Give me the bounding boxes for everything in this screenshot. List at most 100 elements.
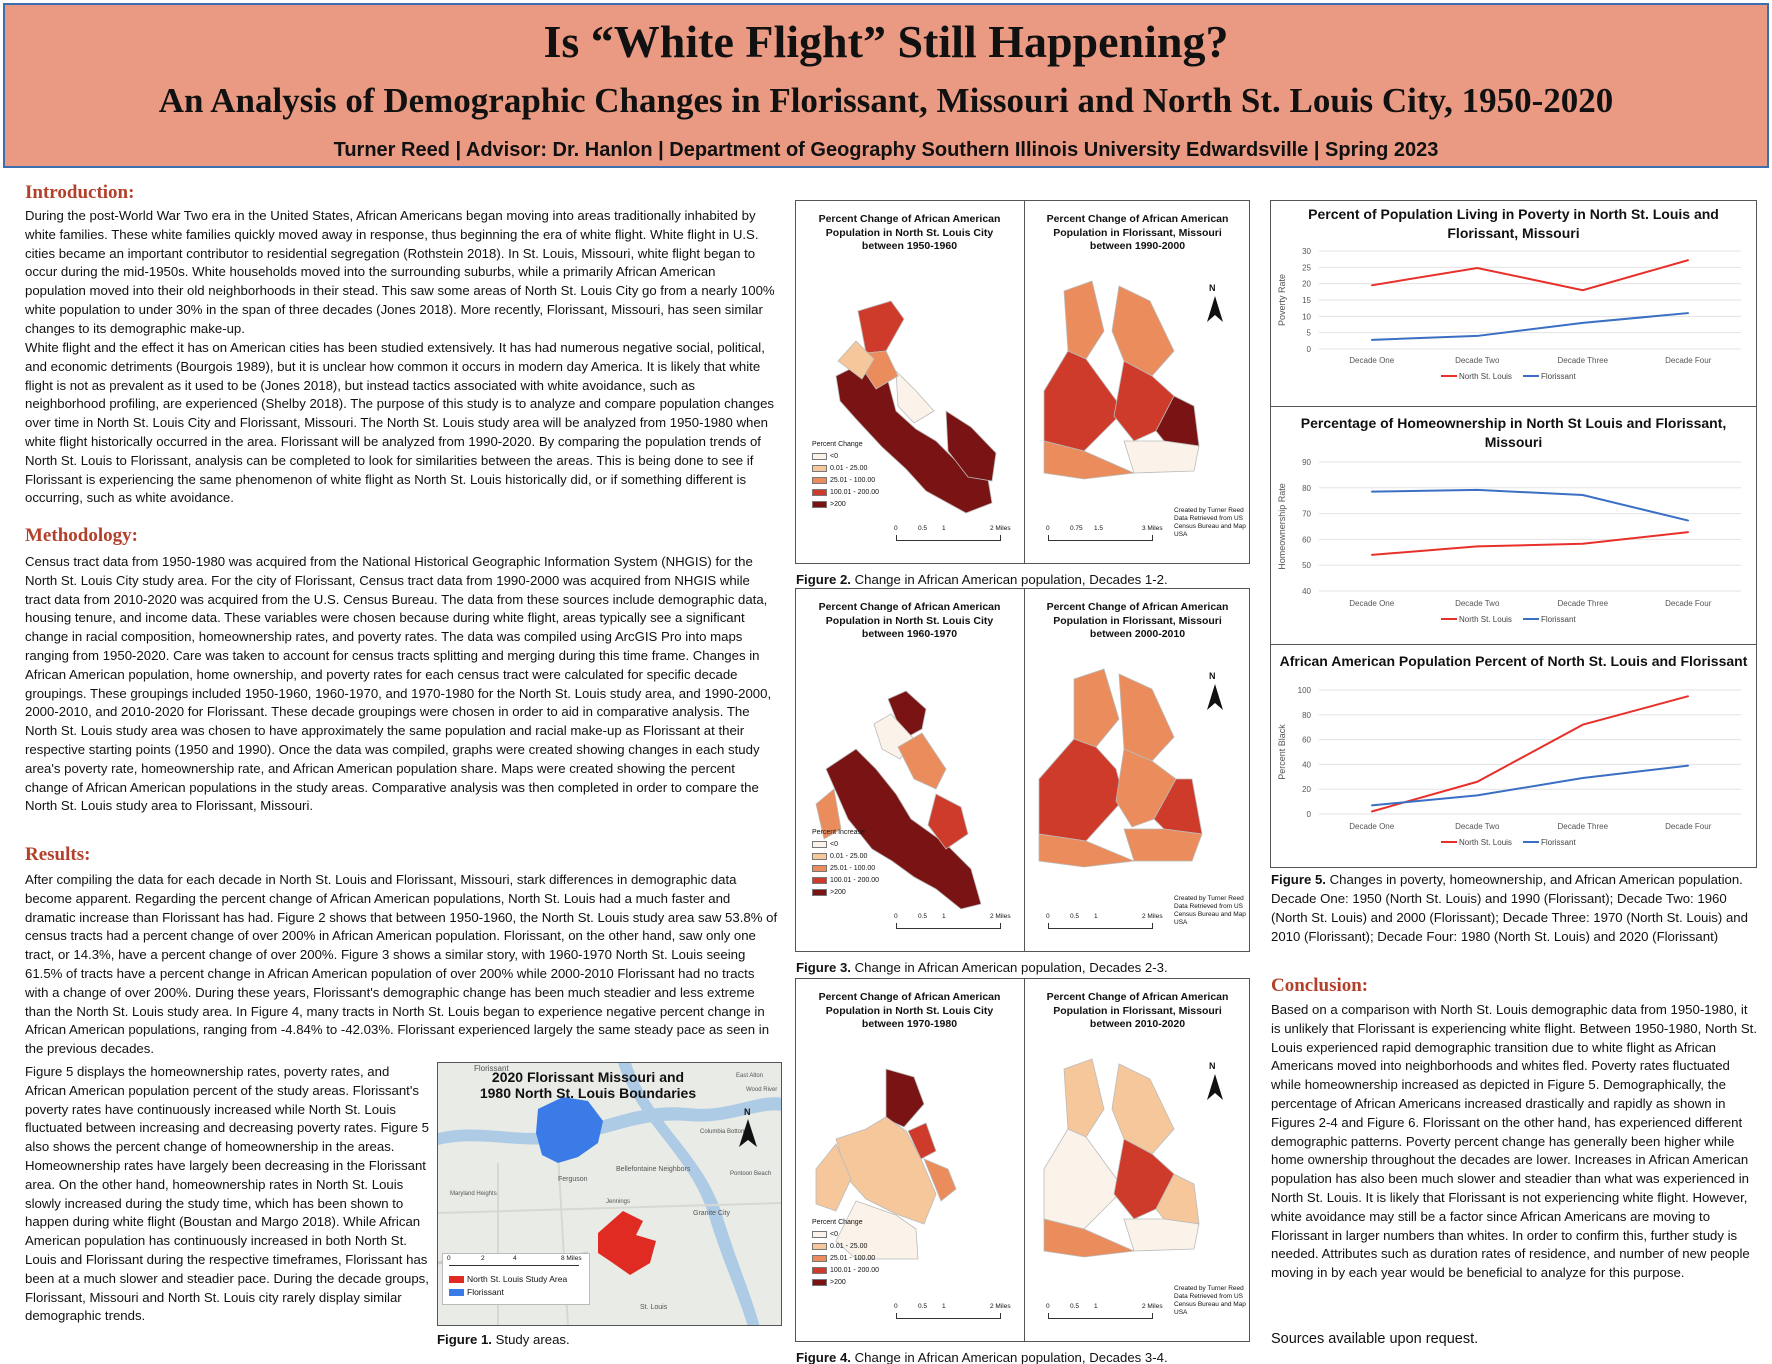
census-tract	[835, 360, 993, 514]
figure-1-scale-0: 0	[447, 1255, 451, 1262]
map-legend-item: 0.01 - 25.00	[812, 1241, 879, 1253]
figure-1-scale-2: 2	[481, 1255, 485, 1262]
legend-swatch	[812, 888, 827, 896]
legend-swatch	[812, 876, 827, 884]
african-american-percent-chart: 0 20 40 60 80 100 Percent Black Decade One Decad…	[1277, 686, 1741, 847]
y-tick-label: 20	[1302, 785, 1311, 794]
x-tick-label: Decade One	[1349, 599, 1394, 608]
scale-label: 1	[942, 525, 946, 532]
legend-label: Florissant	[1541, 372, 1576, 381]
north-st-louis-map-2: Percent Change of African American Popul…	[796, 589, 1023, 951]
data-point	[1370, 804, 1373, 807]
place-label-jennings: Jennings	[606, 1199, 630, 1205]
map-figure-2: Percent Change of African American Popul…	[795, 200, 1250, 564]
legend-swatch	[812, 476, 827, 484]
north-arrow-icon	[1207, 684, 1223, 710]
legend-swatch	[812, 500, 827, 508]
scale-label: 0.5	[918, 525, 928, 532]
scale-label: 0.5	[1070, 913, 1080, 920]
place-label-maryland-heights: Maryland Heights	[450, 1191, 497, 1197]
map-polygons	[815, 690, 982, 910]
census-tract	[1123, 440, 1200, 474]
series-line-florissant	[1371, 488, 1689, 522]
north-arrow-icon	[1207, 1074, 1223, 1100]
data-point	[1581, 542, 1584, 545]
figure-caption-label: Figure 4.	[796, 1350, 851, 1364]
y-tick-label: 70	[1302, 510, 1311, 519]
map-figure-3: Percent Change of African American Popul…	[795, 588, 1250, 952]
map-legend-item: <0	[812, 1229, 879, 1241]
intro-paragraph-1: During the post-World War Two era in the…	[25, 208, 775, 336]
data-point	[1476, 335, 1479, 337]
data-point	[1476, 780, 1479, 783]
north-st-louis-map-3: Percent Change of African American Popul…	[796, 979, 1023, 1341]
y-tick-label: 100	[1298, 686, 1312, 695]
scale-label: 1	[942, 1303, 946, 1310]
scale-label: 1	[942, 913, 946, 920]
map-legend-item: >200	[812, 499, 879, 511]
poster-subtitle: An Analysis of Demographic Changes in Fl…	[158, 81, 1614, 120]
north-st-louis-map-1: Percent Change of African American Popul…	[796, 201, 1023, 563]
figure-1-map: Florissant Ferguson Bellefontaine Neighb…	[437, 1062, 782, 1326]
census-tract	[897, 732, 947, 790]
census-tract	[923, 1158, 957, 1202]
legend-label: Florissant	[1541, 838, 1576, 847]
legend-swatch	[812, 1278, 827, 1286]
map-legend-title: Percent Change	[812, 441, 863, 448]
legend-label: Florissant	[1541, 615, 1576, 624]
place-label-wood-river: Wood River	[746, 1087, 777, 1093]
intro-paragraph-2: White flight and the effect it has on Am…	[25, 340, 775, 506]
census-tract	[1043, 350, 1125, 452]
legend-swatch	[812, 864, 827, 872]
census-tract	[1118, 673, 1175, 762]
florissant-map-3: Percent Change of African American Popul…	[1024, 979, 1249, 1341]
legend-label: 100.01 - 200.00	[830, 877, 880, 884]
place-label-bellefontaine: Bellefontaine Neighbors	[616, 1166, 691, 1173]
conclusion-heading: Conclusion:	[1271, 975, 1369, 996]
map-legend-item: 25.01 - 100.00	[812, 1253, 879, 1265]
scale-label: 0	[1046, 525, 1050, 532]
poster-header: Is “White Flight” Still Happening? An An…	[3, 3, 1769, 168]
scale-label: 1	[1094, 913, 1098, 920]
legend-swatch	[812, 840, 827, 848]
map-legend-item: <0	[812, 839, 879, 851]
legend-swatch	[812, 1266, 827, 1274]
scale-bar	[1048, 535, 1153, 541]
map-legend: Percent Change <0 0.01 - 25.00 25.01 - 100.…	[812, 439, 879, 511]
x-tick-label: Decade One	[1349, 822, 1394, 831]
y-tick-label: 20	[1302, 280, 1311, 289]
figure-2-caption: Figure 2. Change in African American pop…	[796, 570, 1168, 589]
map-credit: Created by Turner Reed Data Retrieved fr…	[1174, 895, 1246, 926]
data-point	[1581, 777, 1584, 779]
series-line-florissant	[1371, 764, 1689, 807]
data-point	[1687, 259, 1690, 261]
data-point	[1476, 794, 1479, 797]
y-tick-label: 80	[1302, 711, 1311, 720]
y-tick-label: 15	[1302, 296, 1311, 305]
scale-label: 2 Miles	[1142, 913, 1163, 920]
y-tick-label: 60	[1302, 535, 1311, 544]
map-polygons	[1043, 1058, 1200, 1258]
chart-1-title: Percent of Population Living in Poverty …	[1308, 206, 1719, 241]
figure-1-basemap: Florissant Ferguson Bellefontaine Neighb…	[438, 1063, 781, 1325]
figure-5-caption-label: Figure 5.	[1271, 872, 1326, 887]
legend-swatch	[812, 452, 827, 460]
scale-label: 0	[894, 1303, 898, 1310]
map-polygons	[1043, 280, 1200, 480]
x-tick-label: Decade Two	[1455, 356, 1500, 365]
legend-label: 25.01 - 100.00	[830, 865, 876, 872]
figure-4-caption: Figure 4. Change in African American pop…	[796, 1348, 1168, 1364]
figure-caption-text: Change in African American population, D…	[850, 960, 1168, 975]
place-label-st-louis: St. Louis	[640, 1304, 668, 1311]
figure-1-scale-bar	[449, 1260, 579, 1266]
census-tract	[1073, 668, 1120, 748]
data-point	[1581, 289, 1584, 291]
series-line-north-st-louis	[1371, 695, 1689, 813]
scale-label: 1	[1094, 1303, 1098, 1310]
map-legend-title: Percent Change	[812, 1219, 863, 1226]
data-point	[1476, 489, 1479, 491]
legend-label: North St. Louis	[1459, 615, 1512, 624]
legend-label: North St. Louis	[1459, 838, 1512, 847]
census-tract	[837, 340, 875, 380]
map-legend: Percent Increase <0 0.01 - 25.00 25.01 - 10…	[812, 827, 879, 899]
